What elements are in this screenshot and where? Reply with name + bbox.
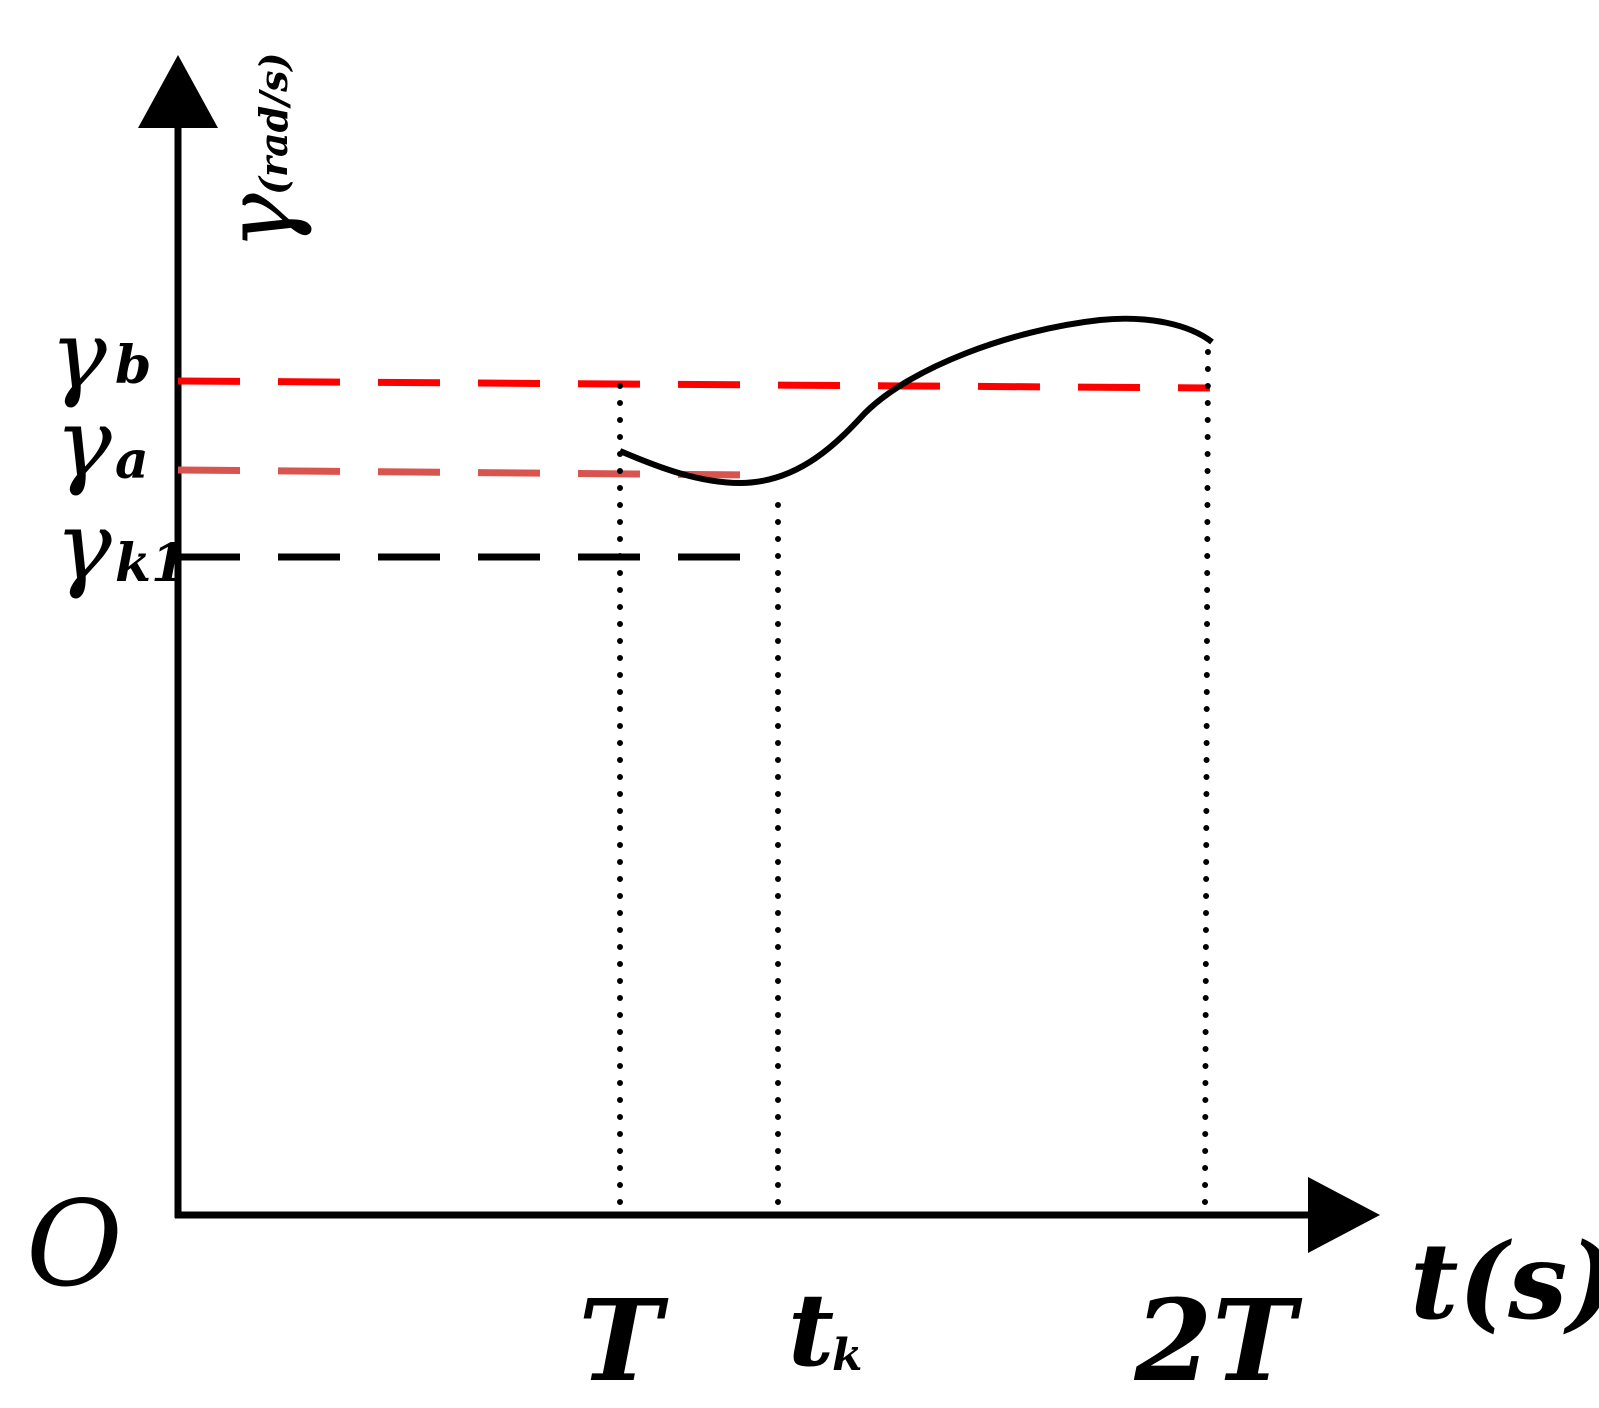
y-axis-symbol: γ [205, 193, 315, 250]
y-axis-label: γ (rad/s) [205, 53, 315, 250]
gamma-k1-symbol: γ [55, 492, 112, 602]
gamma-k1-label: γ k1 [55, 492, 187, 602]
y-axis-arrowhead [138, 55, 218, 128]
2T-label: 2T [1133, 1276, 1303, 1407]
2T-dotted-line [1202, 337, 1211, 1205]
gamma-b-subscript: b [115, 335, 151, 396]
T-label: T [578, 1276, 669, 1407]
y-axis-unit: (rad/s) [251, 53, 296, 195]
gamma-a-label: γ a [55, 389, 149, 499]
x-axis-arrowhead [1308, 1177, 1380, 1253]
tk-subscript: k [832, 1330, 863, 1381]
x-axis-label: t(s) [1410, 1219, 1599, 1343]
gamma-a-symbol: γ [55, 389, 112, 499]
gamma-b-symbol: γ [50, 301, 107, 411]
gamma-b-label: γ b [50, 301, 151, 411]
gamma-response-curve [618, 315, 1214, 487]
gamma-k1-subscript: k1 [115, 533, 187, 594]
tk-label: t k [788, 1271, 863, 1389]
origin-label: O [26, 1175, 123, 1313]
tk-main: t [788, 1271, 834, 1389]
gamma-a-subscript: a [115, 430, 149, 491]
gamma-b-dashed-line [177, 377, 1211, 392]
